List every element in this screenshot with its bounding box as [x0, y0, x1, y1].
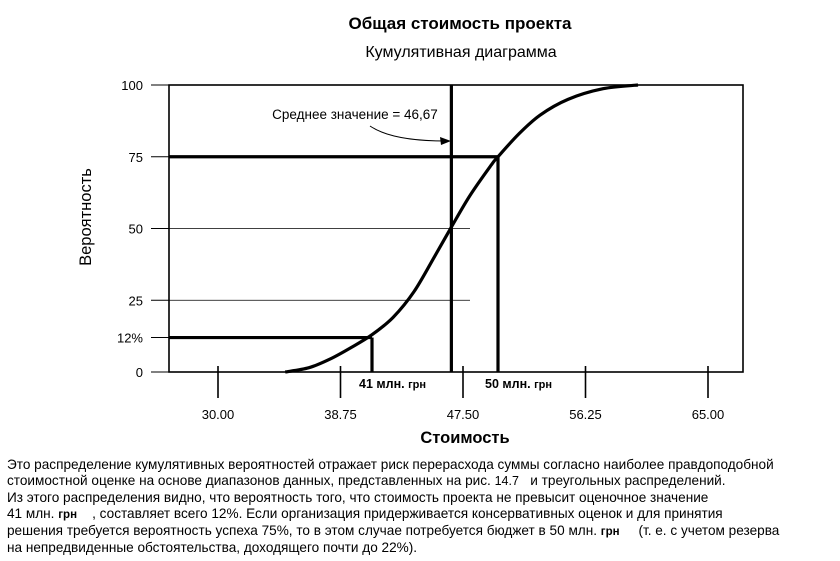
caption-text: , составляет всего 12%. Если организация… — [92, 505, 723, 521]
plot-area: 0 12% 25 50 75 100 30.00 38.75 47.50 56.25 65.00 Ср… — [117, 78, 744, 422]
value-annotation: 41 млн. грн — [359, 377, 426, 391]
y-tick-label: 0 — [136, 365, 143, 380]
currency-unit: грн — [534, 379, 552, 391]
mean-arrow — [369, 125, 447, 142]
caption-text: стоимостной оценке на основе диапазонов … — [7, 473, 491, 489]
caption-text: (т. е. с учетом резерва — [638, 523, 780, 539]
x-tick-label: 30.00 — [202, 407, 235, 422]
y-tick-label: 12% — [117, 331, 143, 346]
mean-annotation: Среднее значение = 46,67 — [272, 107, 438, 122]
caption-line: 41 млн. грн , составляет всего 12%. Если… — [7, 506, 837, 523]
x-tick-label: 56.25 — [569, 407, 602, 422]
x-tick-label: 47.50 — [447, 407, 480, 422]
caption: Это распределение кумулятивных вероятнос… — [7, 457, 837, 557]
figure-reference: 14.7 — [494, 474, 519, 489]
caption-text: на непредвиденные обстоятельства, доходя… — [7, 540, 418, 556]
cumulative-chart: Общая стоимость проекта Кумулятивная диа… — [77, 14, 744, 447]
chart-subtitle: Кумулятивная диаграмма — [365, 44, 556, 61]
y-tick-label: 25 — [129, 293, 143, 308]
caption-line: на непредвиденные обстоятельства, доходя… — [7, 540, 837, 556]
caption-line: стоимостной оценке на основе диапазонов … — [7, 473, 837, 489]
y-tick-label: 100 — [121, 78, 143, 93]
mean-arrow-head — [440, 137, 451, 145]
x-axis-label: Стоимость — [420, 429, 509, 447]
x-tick-label: 65.00 — [692, 407, 725, 422]
caption-line: Из этого распределения видно, что вероят… — [7, 490, 837, 506]
y-axis-label: Вероятность — [77, 168, 95, 266]
plot-frame — [168, 84, 744, 373]
caption-text: и треугольных распределений. — [530, 473, 726, 489]
caption-line: Это распределение кумулятивных вероятнос… — [7, 457, 837, 473]
chart-title: Общая стоимость проекта — [348, 14, 572, 33]
currency-unit: грн — [58, 508, 78, 521]
value-annotation: 50 млн. грн — [485, 377, 552, 391]
x-tick-label: 38.75 — [324, 407, 357, 422]
y-tick-label: 50 — [129, 222, 143, 237]
caption-text: решения требуется вероятность успеха 75%… — [7, 523, 598, 539]
y-tick-label: 75 — [129, 150, 143, 165]
caption-line: решения требуется вероятность успеха 75%… — [7, 523, 837, 540]
caption-text: Это распределение кумулятивных вероятнос… — [7, 457, 774, 472]
caption-text: 41 млн. — [7, 505, 55, 521]
currency-unit: грн — [600, 526, 620, 539]
currency-unit: грн — [408, 379, 426, 391]
cumulative-curve — [284, 83, 639, 374]
caption-text: Из этого распределения видно, что вероят… — [7, 489, 709, 505]
